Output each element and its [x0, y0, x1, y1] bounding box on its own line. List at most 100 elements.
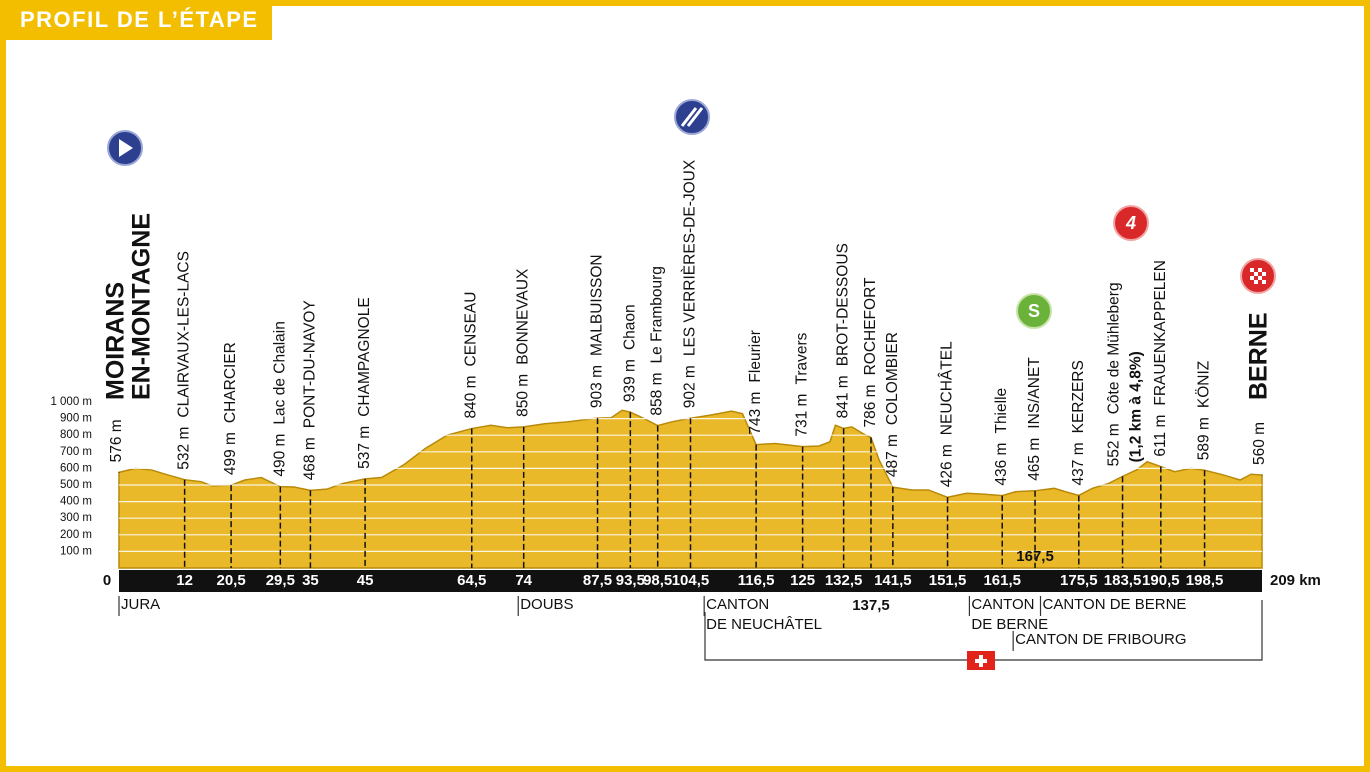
waypoint-label: 840 m CENSEAU: [463, 292, 480, 419]
altitude-label: 939 m: [621, 359, 638, 402]
km-label: 161,5: [983, 572, 1021, 589]
start-icon: [107, 130, 143, 166]
km-label: 183,5: [1104, 572, 1142, 589]
km-label: 137,5: [852, 597, 890, 614]
place-name: CHARCIER: [222, 342, 239, 423]
place-name: INS/ANET: [1026, 357, 1043, 429]
waypoint-point: [118, 471, 120, 473]
altitude-label: 840 m: [463, 375, 480, 418]
km-label: 20,5: [217, 572, 246, 589]
waypoint-label: 850 m BONNEVAUX: [515, 268, 532, 417]
place-name-major: MOIRANS: [102, 282, 130, 400]
climb-icon: 4: [1113, 205, 1149, 241]
waypoint-label: 490 m Lac de Chalain: [271, 321, 288, 477]
waypoint-label: 487 m COLOMBIER: [884, 332, 901, 477]
y-tick-label: 500 m: [60, 479, 92, 491]
place-name: BONNEVAUX: [515, 268, 532, 365]
feed-icon: [674, 99, 710, 135]
y-tick-label: 100 m: [60, 545, 92, 557]
altitude-label: 903 m: [589, 365, 606, 408]
km-label: 175,5: [1060, 572, 1098, 589]
altitude-label: 560 m: [1251, 422, 1268, 465]
waypoint-label: 437 m KERZERS: [1070, 360, 1087, 485]
waypoint-label: 552 m Côte de Mühleberg: [1106, 282, 1123, 466]
km-label: 12: [176, 572, 193, 589]
place-name: KERZERS: [1070, 360, 1087, 433]
place-name: Le Frambourg: [649, 266, 666, 363]
place-name: Thielle: [993, 388, 1010, 434]
altitude-label: 858 m: [649, 372, 666, 415]
altitude-label: 468 m: [302, 437, 319, 480]
waypoint-label: 537 m CHAMPAGNOLE: [356, 297, 373, 469]
y-tick-label: 600 m: [60, 462, 92, 474]
y-tick-label: 200 m: [60, 529, 92, 541]
altitude-label: 576 m: [108, 419, 125, 462]
place-name: Lac de Chalain: [271, 321, 288, 424]
place-name-major: EN-MONTAGNE: [128, 213, 156, 400]
km-label: 141,5: [874, 572, 912, 589]
waypoint-label: 786 m ROCHEFORT: [862, 277, 879, 428]
km-bar: [119, 570, 1262, 592]
y-tick-label: 400 m: [60, 496, 92, 508]
y-tick-label: 800 m: [60, 429, 92, 441]
km-label: 29,5: [266, 572, 295, 589]
place-name: ROCHEFORT: [862, 277, 879, 375]
km-label: 167,5: [1016, 548, 1054, 565]
title-tab: [0, 0, 272, 40]
km-label: 0: [103, 572, 111, 589]
place-name: CHAMPAGNOLE: [356, 297, 373, 416]
waypoint-label: 532 m CLAIRVAUX-LES-LACS: [176, 251, 193, 470]
km-label: 45: [357, 572, 374, 589]
waypoint-label: 841 m BROT-DESSOUS: [835, 243, 852, 418]
plot: 100 m 200 m 300 m 400 m 500 m 600 m 700 m 800 m…: [50, 159, 1321, 651]
waypoint-label: 499 m CHARCIER: [222, 342, 239, 475]
altitude-label: 426 m: [939, 444, 956, 487]
altitude-label: 499 m: [222, 432, 239, 475]
km-label: 125: [790, 572, 815, 589]
waypoint-label: 903 m MALBUISSON: [589, 254, 606, 408]
sprint-icon: S: [1016, 293, 1052, 329]
km-label: 116,5: [738, 572, 775, 589]
waypoint-label: 939 m Chaon: [621, 304, 638, 402]
altitude-label: 743 m: [747, 392, 764, 435]
altitude-label: 902 m: [682, 365, 699, 408]
waypoint-label: 743 m Fleurier: [747, 330, 764, 435]
altitude-label: 532 m: [176, 427, 193, 470]
finish-icon: [1240, 258, 1276, 294]
km-label: 87,5: [583, 572, 612, 589]
km-label: 35: [302, 572, 319, 589]
altitude-label: 436 m: [993, 443, 1010, 486]
waypoint-label: 858 m Le Frambourg: [649, 266, 666, 415]
altitude-label: 731 m: [794, 394, 811, 437]
waypoint-label: 731 m Travers: [794, 332, 811, 436]
place-name: MALBUISSON: [589, 254, 606, 356]
y-tick-label: 1 000 m: [50, 396, 92, 408]
place-name: CLAIRVAUX-LES-LACS: [176, 251, 193, 418]
place-name: CENSEAU: [463, 292, 480, 367]
place-name: FRAUENKAPPELEN: [1152, 260, 1169, 406]
altitude-label: 611 m: [1152, 415, 1169, 457]
region-label: DE NEUCHÂTEL: [706, 616, 822, 633]
place-name: BROT-DESSOUS: [835, 243, 852, 366]
sprint-label: S: [1028, 301, 1040, 321]
swiss-flag: [967, 651, 995, 670]
y-tick-label: 900 m: [60, 413, 92, 425]
place-name: Travers: [794, 332, 811, 384]
waypoint-label: 902 m LES VERRIÈRES-DE-JOUX: [682, 159, 699, 408]
place-name: LES VERRIÈRES-DE-JOUX: [682, 159, 699, 356]
altitude-label: 465 m: [1026, 438, 1043, 481]
climb-category: 4: [1125, 213, 1136, 233]
waypoint-point: [1261, 474, 1263, 476]
km-label: 198,5: [1186, 572, 1224, 589]
altitude-label: 850 m: [515, 374, 532, 417]
km-label: 74: [515, 572, 532, 589]
place-name: Côte de Mühleberg: [1106, 282, 1123, 414]
altitude-label: 487 m: [884, 434, 901, 477]
waypoint-label: 465 m INS/ANET: [1026, 357, 1043, 481]
altitude-label: 552 m: [1106, 423, 1123, 466]
elevation-area: [118, 409, 1263, 569]
place-name: Chaon: [621, 304, 638, 350]
place-name: COLOMBIER: [884, 332, 901, 425]
